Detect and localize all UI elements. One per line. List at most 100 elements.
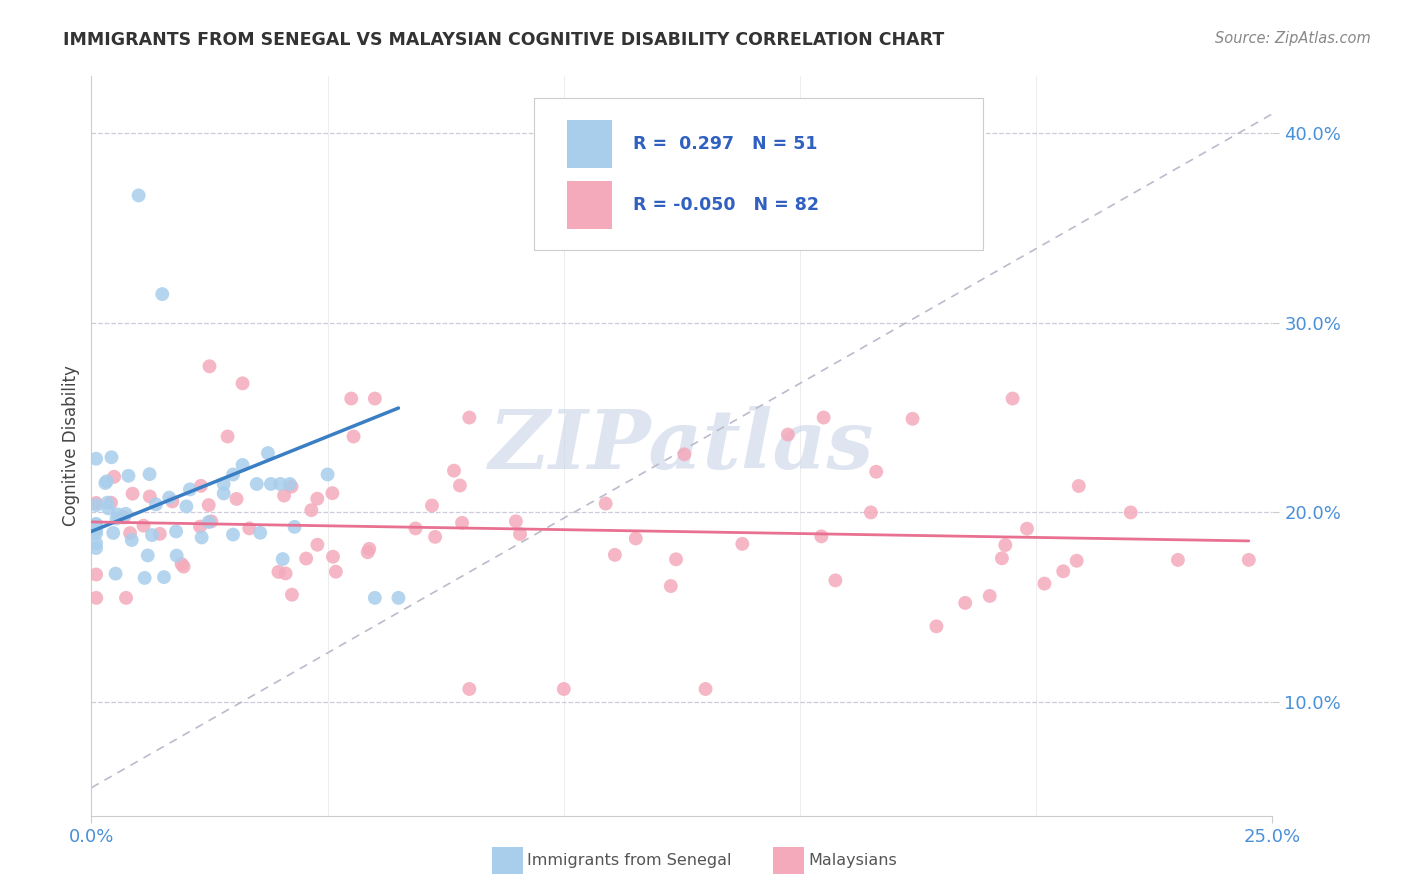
Point: [84, 536, 107, 550]
Point: [423, 530, 446, 544]
Point: [121, 533, 143, 547]
Point: [153, 570, 176, 584]
Point: [505, 514, 527, 528]
Point: [603, 548, 626, 562]
Point: [280, 479, 302, 493]
Point: [443, 464, 465, 478]
Point: [134, 571, 156, 585]
Point: [149, 526, 172, 541]
FancyBboxPatch shape: [534, 98, 983, 250]
Point: [128, 188, 150, 202]
Point: [170, 557, 193, 571]
Point: [979, 589, 1001, 603]
Point: [553, 681, 575, 696]
Text: R =  0.297   N = 51: R = 0.297 N = 51: [634, 136, 818, 153]
Point: [222, 527, 245, 541]
Point: [232, 376, 254, 391]
Point: [387, 591, 409, 605]
Point: [150, 287, 173, 301]
Bar: [568, 181, 612, 229]
Y-axis label: Cognitive Disability: Cognitive Disability: [62, 366, 80, 526]
Point: [595, 497, 617, 511]
Point: [1119, 505, 1142, 519]
Point: [342, 429, 364, 443]
Point: [357, 545, 380, 559]
Point: [281, 588, 304, 602]
Text: Source: ZipAtlas.com: Source: ZipAtlas.com: [1215, 31, 1371, 46]
Point: [145, 497, 167, 511]
Point: [84, 526, 107, 541]
Point: [190, 531, 212, 545]
Point: [449, 478, 471, 492]
Point: [94, 476, 117, 491]
Point: [295, 551, 318, 566]
Point: [212, 486, 235, 500]
Point: [238, 521, 260, 535]
Point: [117, 468, 139, 483]
Point: [162, 494, 184, 508]
Point: [107, 508, 129, 522]
Point: [813, 410, 835, 425]
Point: [283, 520, 305, 534]
Point: [665, 552, 688, 566]
Point: [100, 496, 122, 510]
Point: [84, 498, 107, 512]
Point: [695, 681, 717, 696]
Point: [322, 549, 344, 564]
Point: [316, 467, 339, 482]
Point: [112, 510, 135, 524]
Point: [212, 477, 235, 491]
Point: [269, 477, 291, 491]
Text: R = -0.050   N = 82: R = -0.050 N = 82: [634, 196, 820, 214]
Point: [249, 525, 271, 540]
Point: [166, 549, 188, 563]
Point: [84, 496, 107, 510]
Point: [225, 491, 247, 506]
Point: [96, 475, 118, 489]
Point: [1052, 564, 1074, 578]
Point: [84, 516, 107, 531]
Point: [173, 559, 195, 574]
Point: [104, 566, 127, 581]
Point: [114, 507, 136, 521]
Point: [991, 551, 1014, 566]
Point: [364, 392, 387, 406]
Point: [197, 498, 219, 512]
Point: [232, 458, 254, 472]
Point: [118, 526, 141, 541]
Point: [179, 483, 201, 497]
Point: [132, 518, 155, 533]
Point: [188, 519, 211, 533]
Point: [246, 477, 269, 491]
Text: IMMIGRANTS FROM SENEGAL VS MALAYSIAN COGNITIVE DISABILITY CORRELATION CHART: IMMIGRANTS FROM SENEGAL VS MALAYSIAN COG…: [63, 31, 945, 49]
Text: Malaysians: Malaysians: [808, 854, 897, 868]
Point: [325, 565, 347, 579]
Point: [673, 447, 696, 461]
Point: [200, 515, 222, 529]
Point: [84, 567, 107, 582]
Point: [103, 525, 125, 540]
Point: [165, 524, 187, 539]
Point: [97, 501, 120, 516]
Point: [198, 359, 221, 374]
Point: [157, 491, 180, 505]
Point: [458, 681, 481, 696]
Point: [624, 532, 647, 546]
Point: [925, 619, 948, 633]
Point: [100, 450, 122, 465]
Point: [1066, 554, 1088, 568]
Point: [776, 427, 799, 442]
Text: Immigrants from Senegal: Immigrants from Senegal: [527, 854, 731, 868]
Point: [111, 510, 134, 524]
Point: [1067, 479, 1090, 493]
Point: [176, 500, 198, 514]
Point: [257, 446, 280, 460]
Point: [451, 516, 474, 530]
Point: [271, 552, 294, 566]
Point: [197, 515, 219, 529]
Point: [84, 517, 107, 532]
Point: [405, 521, 427, 535]
Text: ZIPatlas: ZIPatlas: [489, 406, 875, 486]
Point: [273, 489, 295, 503]
Point: [138, 467, 160, 482]
